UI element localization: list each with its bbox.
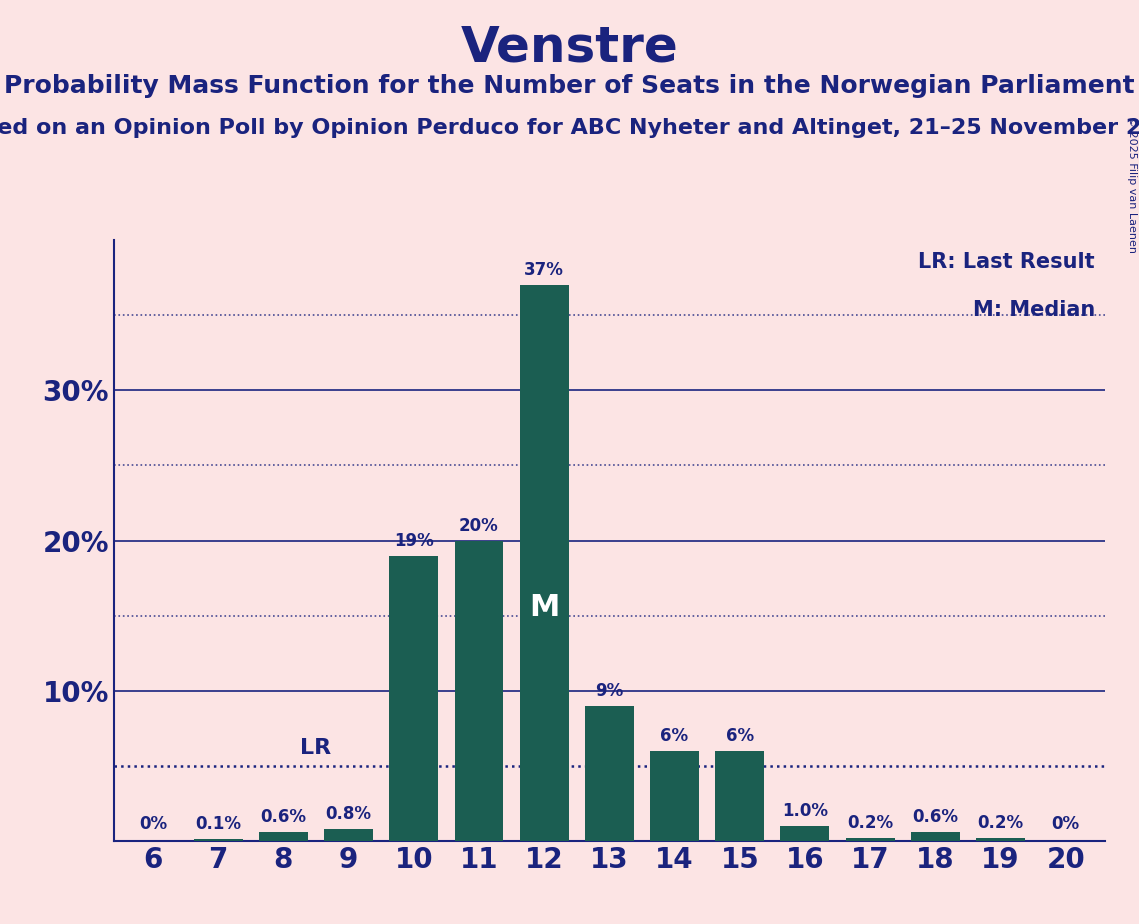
Text: 0.6%: 0.6% <box>261 808 306 826</box>
Bar <box>454 541 503 841</box>
Bar <box>780 826 829 841</box>
Bar <box>390 555 439 841</box>
Text: 0.8%: 0.8% <box>326 805 371 822</box>
Text: 6%: 6% <box>661 727 689 745</box>
Bar <box>519 286 568 841</box>
Text: M: M <box>528 593 559 622</box>
Bar <box>650 750 699 841</box>
Text: Venstre: Venstre <box>460 23 679 71</box>
Text: 1.0%: 1.0% <box>782 802 828 820</box>
Text: 19%: 19% <box>394 531 434 550</box>
Bar <box>976 838 1025 841</box>
Text: 0%: 0% <box>139 815 167 833</box>
Text: 20%: 20% <box>459 517 499 534</box>
Text: 6%: 6% <box>726 727 754 745</box>
Bar <box>325 829 374 841</box>
Bar <box>194 839 243 841</box>
Text: 0.1%: 0.1% <box>195 815 241 833</box>
Text: 0.6%: 0.6% <box>912 808 958 826</box>
Text: Based on an Opinion Poll by Opinion Perduco for ABC Nyheter and Altinget, 21–25 : Based on an Opinion Poll by Opinion Perd… <box>0 118 1139 139</box>
Bar <box>585 706 633 841</box>
Text: 0.2%: 0.2% <box>847 814 893 832</box>
Bar <box>259 832 308 841</box>
Text: 9%: 9% <box>596 682 623 699</box>
Text: 0.2%: 0.2% <box>977 814 1024 832</box>
Text: Probability Mass Function for the Number of Seats in the Norwegian Parliament: Probability Mass Function for the Number… <box>5 74 1134 98</box>
Bar <box>911 832 960 841</box>
Text: LR: Last Result: LR: Last Result <box>918 252 1095 273</box>
Text: © 2025 Filip van Laenen: © 2025 Filip van Laenen <box>1126 116 1137 253</box>
Text: LR: LR <box>301 738 331 759</box>
Text: M: Median: M: Median <box>973 300 1095 321</box>
Text: 37%: 37% <box>524 261 564 279</box>
Bar <box>715 750 764 841</box>
Text: 0%: 0% <box>1051 815 1080 833</box>
Bar <box>845 838 894 841</box>
